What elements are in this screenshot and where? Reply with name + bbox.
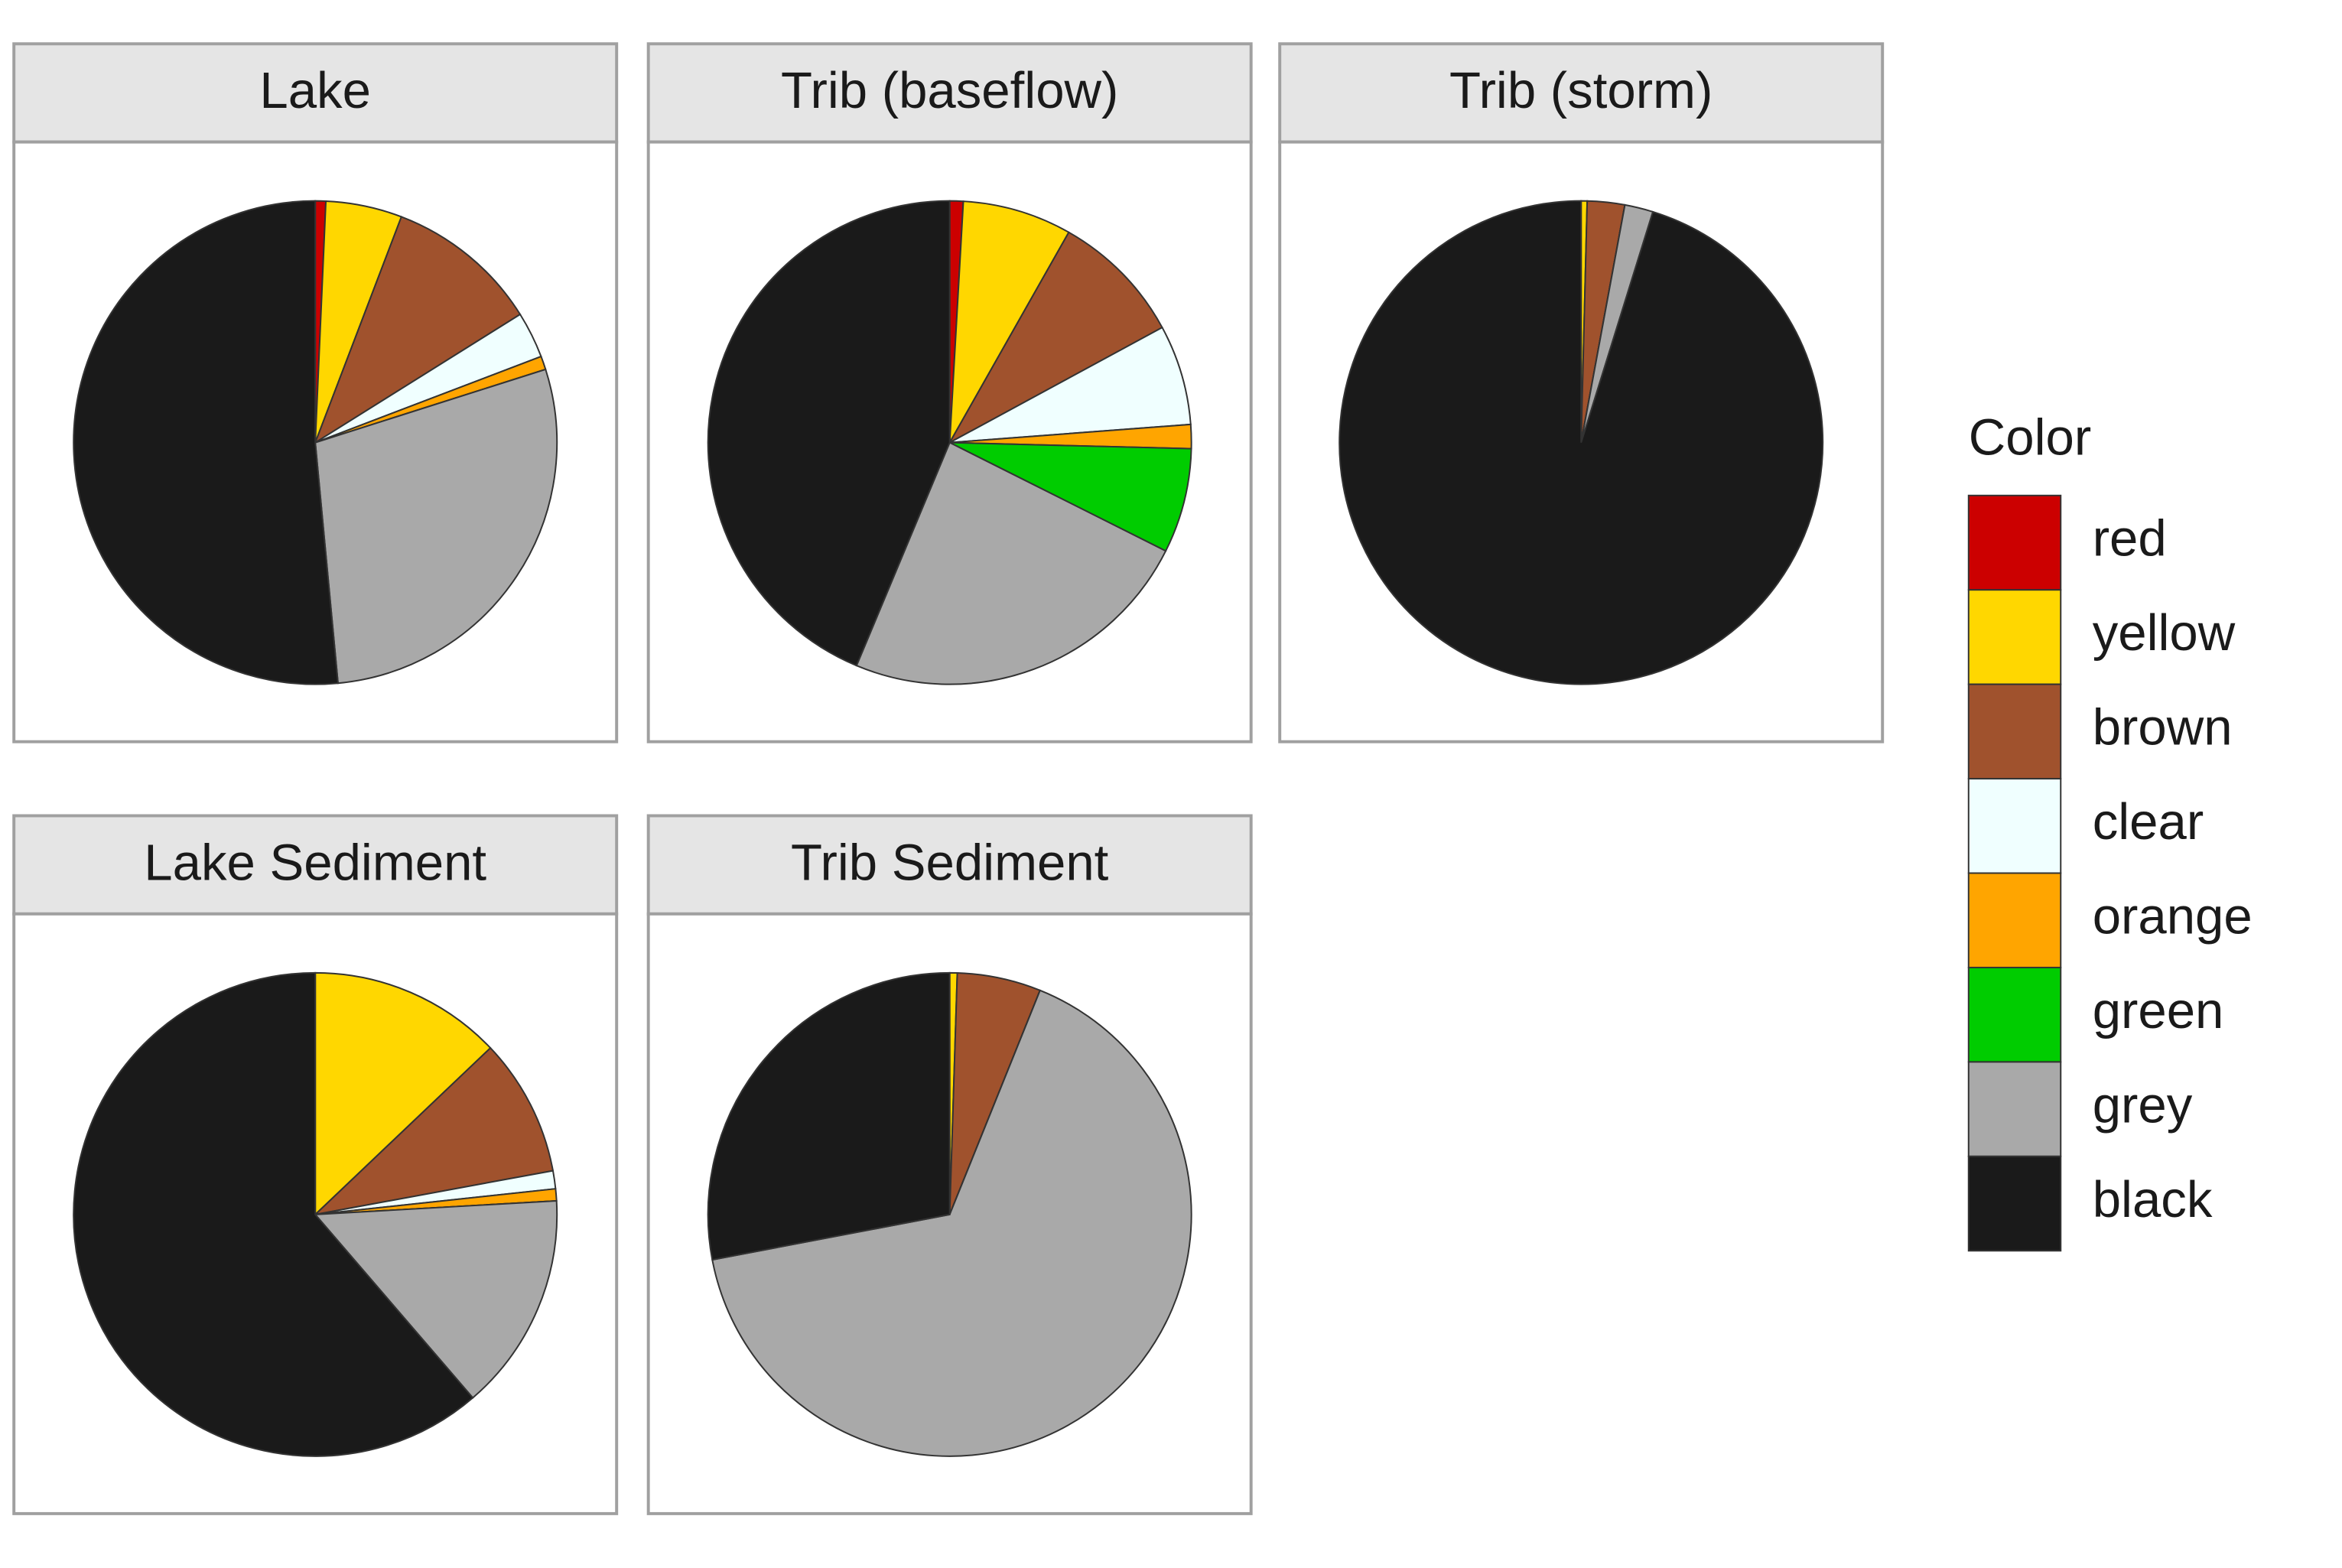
pie-slice	[707, 971, 951, 1261]
legend-key	[1967, 966, 2062, 1063]
strip	[12, 42, 619, 144]
strip	[12, 814, 619, 916]
legend-label: green	[2093, 982, 2224, 1039]
panel-title: Trib (baseflow)	[781, 62, 1118, 119]
pie-slice	[314, 368, 558, 685]
pie-slice	[855, 441, 1167, 685]
pie-slice	[949, 441, 1192, 552]
pie-slice	[314, 971, 492, 1217]
legend-label: orange	[2093, 887, 2253, 945]
pie-slice	[948, 200, 1070, 444]
legend-label: black	[2093, 1171, 2213, 1228]
strip	[646, 42, 1253, 144]
legend-label: grey	[2093, 1076, 2193, 1134]
pie-slice	[73, 971, 474, 1457]
legend-label: red	[2093, 510, 2167, 568]
legend-label: yellow	[2093, 604, 2236, 662]
legend-label: clear	[2093, 793, 2204, 851]
pie-slice	[314, 1199, 558, 1399]
panel-title: Lake	[259, 62, 371, 119]
pie-slice	[1339, 200, 1824, 685]
legend-key	[1967, 494, 2062, 591]
panel-title: Trib (storm)	[1449, 62, 1713, 119]
legend-key	[1967, 778, 2062, 874]
strip	[646, 814, 1253, 916]
legend-key	[1967, 1061, 2062, 1157]
panel-title: Lake Sediment	[144, 834, 486, 891]
pie-slice	[711, 989, 1192, 1457]
pie-slice	[707, 200, 951, 667]
pie-slice	[313, 1046, 555, 1216]
legend-key	[1967, 589, 2062, 685]
legend-key	[1967, 1155, 2062, 1252]
pie-slice	[314, 216, 522, 445]
pie-slice	[948, 231, 1163, 445]
legend-key	[1967, 683, 2062, 780]
pie-slice	[949, 326, 1192, 444]
legend-label: brown	[2093, 699, 2233, 756]
legend-title: Color	[1969, 408, 2091, 466]
pie-slice	[73, 200, 340, 685]
panel-title: Trib Sediment	[791, 834, 1109, 891]
strip	[1278, 42, 1885, 144]
legend-key	[1967, 872, 2062, 968]
